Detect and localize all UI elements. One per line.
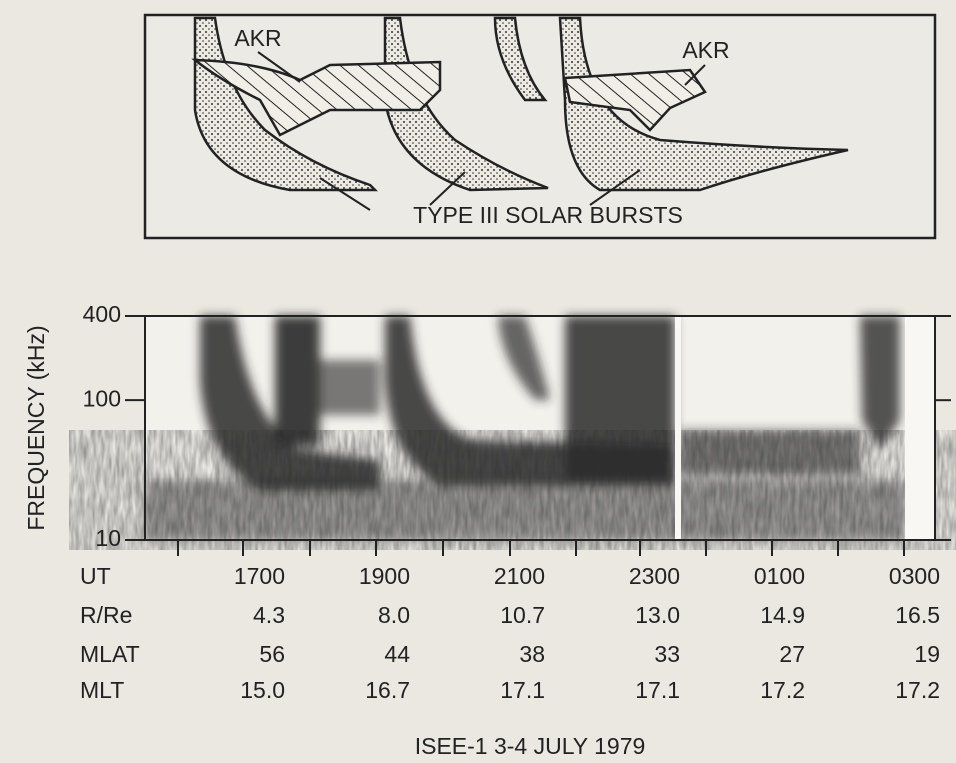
y-tick-label: 10	[95, 525, 121, 551]
table-cell: 17.1	[635, 677, 680, 703]
table-cell: 16.7	[365, 677, 410, 703]
table-cell: 38	[519, 641, 545, 667]
table-cell: 44	[384, 641, 410, 667]
plot-frame	[144, 315, 936, 541]
table-cell: 2300	[629, 563, 680, 589]
emission	[145, 316, 905, 540]
table-cell: 15.0	[240, 677, 285, 703]
table-cell: 17.2	[895, 677, 940, 703]
table-cell: 2100	[494, 563, 545, 589]
spectrogram	[144, 315, 936, 556]
table-cell: 33	[654, 641, 680, 667]
table-cell: 0300	[889, 563, 940, 589]
hour-ticks	[177, 540, 905, 556]
table-cell: 4.3	[253, 602, 285, 628]
schematic	[143, 13, 937, 240]
table-cell: 1900	[359, 563, 410, 589]
table-cell: 16.5	[895, 602, 940, 628]
akr-label: AKR	[682, 37, 729, 63]
table-cell: 10.7	[500, 602, 545, 628]
table-cell: 19	[914, 641, 940, 667]
y-axis-label: FREQUENCY (kHz)	[23, 325, 49, 530]
row-label: UT	[80, 563, 111, 589]
akr	[563, 68, 707, 132]
table-cell: 17.2	[760, 677, 805, 703]
burst	[558, 16, 849, 192]
schematic-caption: TYPE III SOLAR BURSTS	[413, 202, 683, 228]
table-cell: 8.0	[378, 602, 410, 628]
table-cell: 1700	[234, 563, 285, 589]
burst	[493, 16, 548, 102]
table-cell: 56	[259, 641, 285, 667]
akr-label: AKR	[234, 25, 281, 51]
table-cell: 14.9	[760, 602, 805, 628]
row-label: R/Re	[80, 602, 132, 628]
table-cell: 0100	[754, 563, 805, 589]
y-tick-label: 100	[83, 385, 121, 411]
akr	[191, 58, 442, 137]
table-cell: 27	[779, 641, 805, 667]
row-label: MLT	[80, 677, 124, 703]
table-cell: 13.0	[635, 602, 680, 628]
y-tick-label: 400	[83, 301, 121, 327]
data-gap	[675, 316, 681, 540]
row-label: MLAT	[80, 641, 140, 667]
figure-caption: ISEE-1 3-4 JULY 1979	[415, 733, 646, 759]
data-gap	[905, 316, 935, 540]
table-cell: 17.1	[500, 677, 545, 703]
